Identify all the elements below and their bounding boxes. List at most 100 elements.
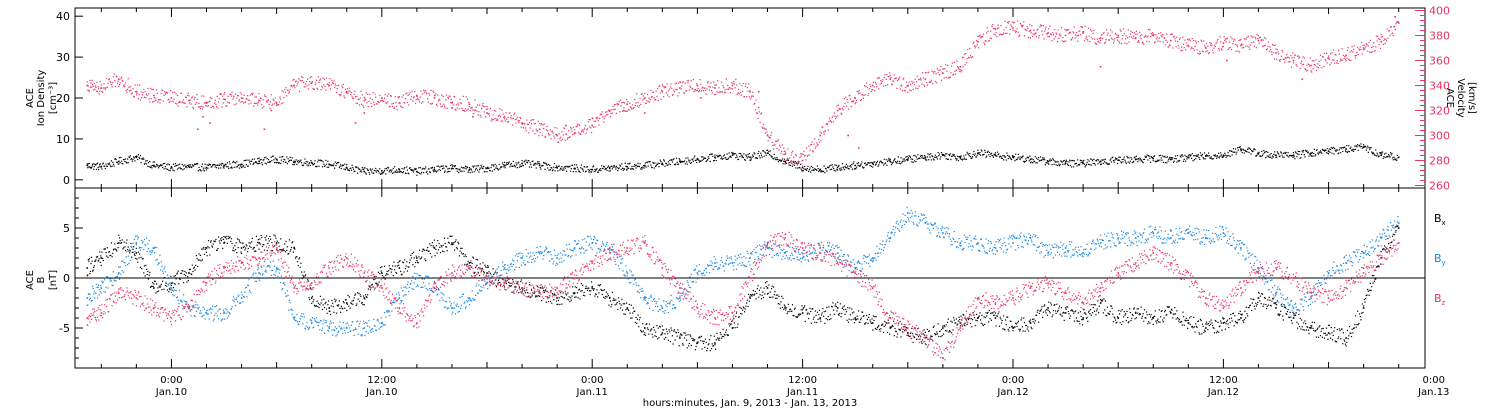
data-point <box>1220 41 1222 43</box>
data-point <box>980 154 982 156</box>
data-point <box>776 157 778 159</box>
data-point <box>901 85 903 87</box>
data-point <box>1110 37 1113 39</box>
data-point <box>560 139 562 142</box>
data-point <box>242 242 244 244</box>
data-point <box>1029 322 1032 324</box>
data-point <box>359 97 361 99</box>
data-point <box>149 87 152 89</box>
data-point <box>1176 40 1179 43</box>
data-point <box>102 87 104 89</box>
data-point <box>528 122 531 124</box>
data-point <box>492 268 494 270</box>
data-point <box>930 81 932 84</box>
data-point <box>91 79 93 82</box>
data-point <box>630 107 632 109</box>
data-point <box>207 105 210 107</box>
data-point <box>488 112 490 115</box>
data-point <box>1082 32 1084 34</box>
data-point <box>1311 71 1313 73</box>
data-point <box>986 27 988 29</box>
data-point <box>761 156 763 158</box>
data-point <box>1222 156 1224 159</box>
data-point <box>1014 30 1016 32</box>
data-point <box>586 166 588 168</box>
data-point <box>328 310 330 312</box>
data-point <box>906 158 909 161</box>
data-point <box>118 85 120 87</box>
data-point <box>476 110 478 112</box>
data-point <box>98 258 100 260</box>
data-point <box>682 161 684 163</box>
data-point <box>714 342 716 344</box>
data-point <box>627 163 629 165</box>
data-point <box>1381 35 1384 38</box>
data-point <box>185 96 187 99</box>
data-point <box>296 261 299 263</box>
data-point <box>115 158 117 161</box>
data-point <box>334 161 336 163</box>
data-point <box>317 159 320 161</box>
data-point <box>178 167 180 169</box>
data-point <box>1195 42 1198 44</box>
data-point <box>1216 157 1218 159</box>
data-point <box>753 103 755 105</box>
data-point <box>510 285 512 287</box>
data-point <box>1315 149 1318 152</box>
data-point <box>479 263 481 265</box>
data-point <box>565 165 567 167</box>
data-point <box>853 97 856 99</box>
data-point <box>968 57 970 59</box>
data-point <box>114 243 116 245</box>
data-point <box>290 159 293 161</box>
data-point <box>1366 44 1368 46</box>
data-point <box>1126 155 1128 157</box>
data-point <box>1302 56 1304 58</box>
data-point <box>1238 146 1241 149</box>
data-point <box>645 166 647 168</box>
data-point <box>381 99 384 102</box>
data-point <box>811 141 813 143</box>
data-point <box>402 172 404 174</box>
data-point <box>418 101 421 103</box>
data-point <box>1226 155 1229 157</box>
data-point <box>1292 62 1295 64</box>
data-point <box>129 90 131 92</box>
data-point <box>118 242 120 244</box>
data-point <box>871 84 874 87</box>
data-point <box>257 163 260 165</box>
data-point <box>581 168 583 170</box>
data-point <box>794 162 796 164</box>
data-point <box>467 260 469 262</box>
data-point <box>1222 322 1225 324</box>
data-point <box>412 264 414 266</box>
data-point <box>325 163 328 165</box>
data-point <box>228 167 230 170</box>
data-point <box>818 169 821 172</box>
data-point <box>411 90 413 92</box>
data-point <box>1054 36 1057 38</box>
data-point <box>156 291 158 293</box>
data-point <box>222 95 224 97</box>
data-point <box>868 162 870 164</box>
data-point <box>704 157 707 159</box>
data-point <box>1193 39 1195 42</box>
data-point <box>1161 159 1163 161</box>
data-point <box>679 81 682 83</box>
data-point <box>594 120 597 122</box>
data-point <box>126 248 129 251</box>
data-point <box>917 158 920 160</box>
data-point <box>833 112 835 114</box>
data-point <box>663 96 665 98</box>
data-point <box>768 151 770 153</box>
data-point <box>1256 154 1258 156</box>
data-point <box>1038 160 1040 162</box>
data-point <box>237 164 239 167</box>
data-point <box>754 102 756 105</box>
data-point <box>1209 44 1212 46</box>
data-point <box>570 126 572 129</box>
data-point <box>583 291 585 294</box>
data-point <box>155 98 157 100</box>
data-point <box>360 171 363 173</box>
data-point <box>1251 41 1253 44</box>
